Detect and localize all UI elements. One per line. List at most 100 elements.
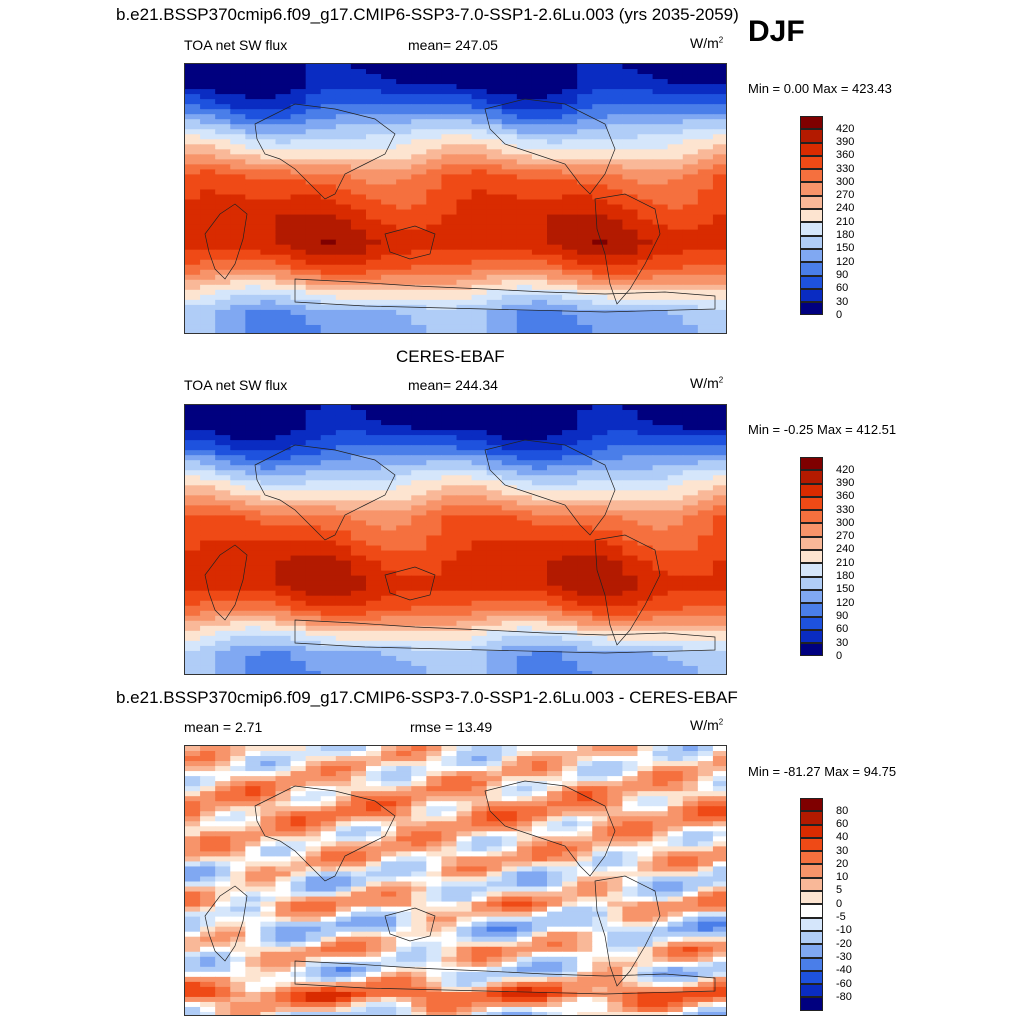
map-cell xyxy=(471,871,488,878)
map-cell xyxy=(592,194,608,201)
map-cell xyxy=(260,610,277,617)
map-cell xyxy=(350,791,367,797)
map-cell xyxy=(396,279,412,286)
map-cell xyxy=(652,259,669,266)
map-cell xyxy=(245,164,262,170)
map-cell xyxy=(441,174,458,181)
map-cell xyxy=(607,520,624,527)
map-cell xyxy=(381,319,397,326)
map-cell xyxy=(200,109,216,115)
map-cell xyxy=(215,500,231,506)
map-cell xyxy=(562,309,578,316)
map-cell xyxy=(486,876,503,883)
map-cell xyxy=(712,806,726,812)
map-cell xyxy=(230,565,246,572)
map-cell xyxy=(592,585,608,592)
map-cell xyxy=(667,194,684,201)
map-cell xyxy=(426,856,443,863)
map-cell xyxy=(577,851,593,858)
map-cell xyxy=(441,159,458,165)
map-cell xyxy=(516,264,533,271)
map-cell xyxy=(652,645,669,652)
panel3-bands xyxy=(185,746,726,1015)
map-cell xyxy=(622,650,639,657)
map-cell xyxy=(637,836,654,842)
map-cell xyxy=(516,786,533,792)
map-cell xyxy=(245,650,262,657)
map-cell xyxy=(411,405,427,411)
map-cell xyxy=(366,871,382,878)
map-cell xyxy=(577,189,593,196)
map-cell xyxy=(712,640,726,647)
map-cell xyxy=(185,84,201,90)
map-cell xyxy=(335,816,352,822)
map-cell xyxy=(712,199,726,206)
map-cell xyxy=(426,851,443,858)
panel1-coastlines xyxy=(204,98,716,313)
map-cell xyxy=(471,435,488,441)
map-cell xyxy=(577,289,593,296)
map-cell xyxy=(501,505,518,511)
map-cell xyxy=(426,450,443,456)
map-cell xyxy=(562,600,578,607)
map-cell xyxy=(426,164,443,170)
map-cell xyxy=(441,836,458,842)
map-cell xyxy=(486,194,503,201)
map-cell xyxy=(547,826,563,832)
map-cell xyxy=(577,420,593,426)
map-cell xyxy=(607,796,624,802)
map-cell xyxy=(501,801,518,807)
map-cell xyxy=(320,625,337,632)
map-cell xyxy=(607,485,624,491)
map-cell xyxy=(215,440,231,446)
map-cell xyxy=(516,415,533,421)
map-cell xyxy=(682,570,699,577)
map-cell xyxy=(335,64,352,70)
map-cell xyxy=(712,530,726,537)
map-cell xyxy=(592,455,608,461)
map-cell xyxy=(456,174,473,181)
map-cell xyxy=(577,224,593,231)
map-cell xyxy=(335,480,352,486)
map-cell xyxy=(592,791,608,797)
map-cell xyxy=(562,786,578,792)
map-cell xyxy=(245,114,262,120)
map-cell xyxy=(290,856,307,863)
map-cell xyxy=(516,806,533,812)
map-cell xyxy=(471,84,488,90)
map-cell xyxy=(290,766,307,772)
map-cell xyxy=(622,329,639,333)
map-cell xyxy=(652,129,669,135)
map-cell xyxy=(366,450,382,456)
map-cell xyxy=(215,796,231,802)
map-cell xyxy=(471,605,488,612)
map-cell xyxy=(577,821,593,827)
map-cell xyxy=(516,851,533,858)
map-cell xyxy=(531,89,548,95)
map-cell xyxy=(396,410,412,416)
map-cell xyxy=(185,164,201,170)
map-cell xyxy=(592,134,608,140)
map-cell xyxy=(260,179,277,186)
map-cell xyxy=(682,485,699,491)
map-cell xyxy=(562,420,578,426)
map-cell xyxy=(275,94,292,100)
map-cell xyxy=(531,871,548,878)
map-cell xyxy=(200,139,216,145)
map-cell xyxy=(426,480,443,486)
map-cell xyxy=(441,505,458,511)
map-cell xyxy=(577,625,593,632)
map-cell xyxy=(335,450,352,456)
map-cell xyxy=(637,84,654,90)
map-cell xyxy=(215,580,231,587)
map-cell xyxy=(471,836,488,842)
map-cell xyxy=(607,430,624,436)
map-cell xyxy=(562,550,578,557)
map-cell xyxy=(607,540,624,547)
map-cell xyxy=(667,445,684,451)
map-cell xyxy=(245,570,262,577)
map-cell xyxy=(200,866,216,873)
map-cell xyxy=(350,445,367,451)
map-cell xyxy=(320,309,337,316)
map-cell xyxy=(607,480,624,486)
